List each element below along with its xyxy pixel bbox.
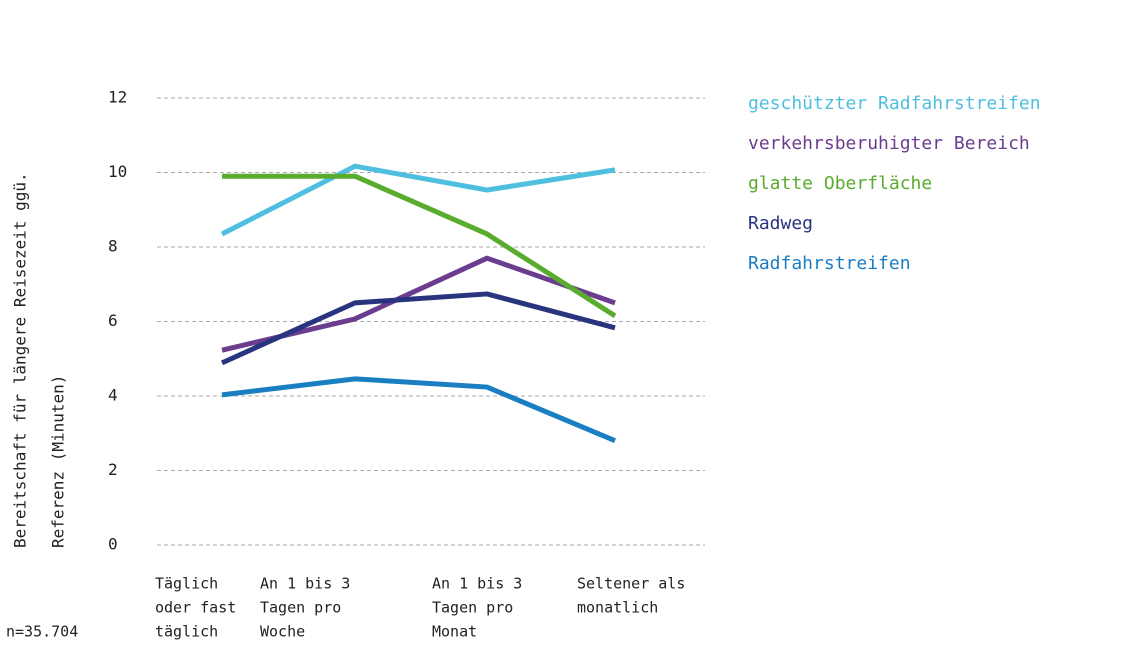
x-tick-label: Tagen pro [260, 599, 341, 617]
x-tick-label: Woche [260, 623, 305, 641]
x-tick-label: An 1 bis 3 [432, 575, 522, 593]
x-tick-label: Tagen pro [432, 599, 513, 617]
y-axis-title: Bereitschaft für längere Reisezeit ggü. … [11, 172, 68, 548]
y-tick-label: 8 [108, 237, 118, 256]
y-tick-label: 2 [108, 460, 118, 479]
x-tick-label: oder fast [155, 599, 236, 617]
series-line [220, 291, 616, 366]
y-tick-label: 6 [108, 311, 118, 330]
x-tick-label: monatlich [577, 599, 658, 617]
y-tick-label: 0 [108, 535, 118, 554]
legend-label: geschützter Radfahrstreifen [748, 93, 1041, 114]
y-tick-label: 12 [108, 88, 127, 107]
y-axis-title-line: Referenz (Minuten) [49, 375, 68, 548]
y-tick-label: 10 [108, 162, 127, 181]
series-line [222, 173, 617, 319]
x-tick-label: An 1 bis 3 [260, 575, 350, 593]
legend-label: Radfahrstreifen [748, 253, 911, 274]
legend-label: glatte Oberfläche [748, 173, 932, 194]
y-axis-title-line: Bereitschaft für längere Reisezeit ggü. [11, 172, 30, 548]
x-tick-label: Monat [432, 623, 477, 641]
legend-label: verkehrsberuhigter Bereich [748, 133, 1030, 154]
series-line [220, 163, 616, 237]
series-line [221, 376, 616, 444]
y-tick-label: 4 [108, 386, 118, 405]
note: n=35.704 [6, 623, 78, 641]
x-tick-label: Seltener als [577, 575, 685, 593]
legend-label: Radweg [748, 213, 813, 234]
x-tick-label: täglich [155, 623, 218, 641]
x-tick-label: Täglich [155, 575, 218, 593]
